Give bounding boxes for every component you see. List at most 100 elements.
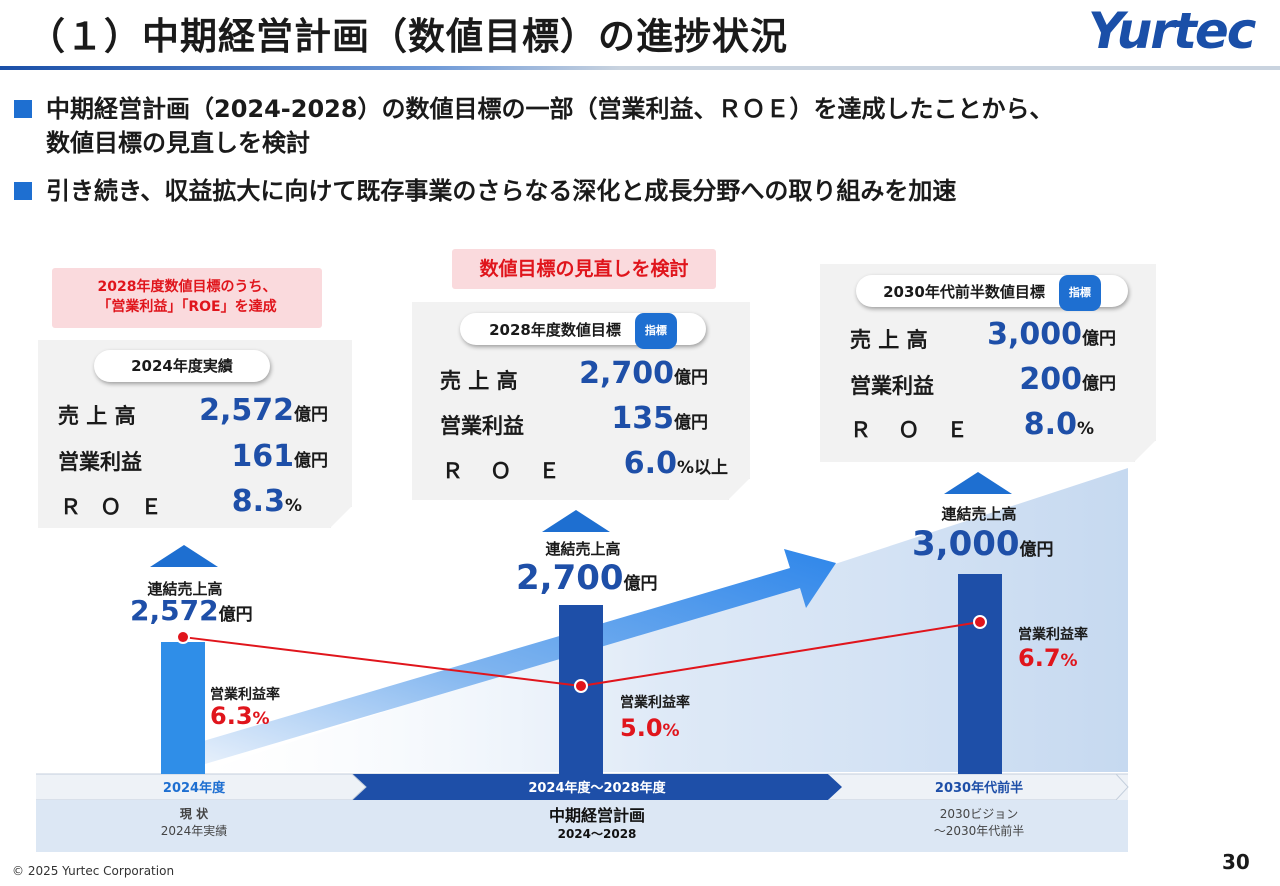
- page-title: （１）中期経営計画（数値目標）の進捗状況: [28, 15, 788, 58]
- sales-bar: [958, 574, 1002, 774]
- card-row-label: 売 上 高: [440, 369, 518, 393]
- sales-value-unit: 億円: [218, 605, 253, 625]
- page-number: 30: [1222, 850, 1250, 874]
- review-callout: 数値目標の見直しを検討: [452, 249, 716, 289]
- achieved-callout: 2028年度数値目標のうち、 「営業利益」「ROE」を達成: [52, 268, 322, 328]
- card-row-value: 200億円: [948, 362, 1116, 397]
- phase-plan: 中期経営計画 2024〜2028: [366, 806, 828, 843]
- copyright: © 2025 Yurtec Corporation: [12, 864, 175, 878]
- bullet-square-icon: [14, 100, 32, 118]
- timeline-segment-plan: 2024年度〜2028年度: [528, 781, 666, 796]
- rate-value-number: 5.0: [620, 714, 663, 742]
- card-row-value: 135億円: [540, 401, 708, 436]
- value-number: 8.0: [1023, 407, 1077, 442]
- value-number: 135: [611, 401, 674, 436]
- phase-sub: 〜2030年代前半: [933, 824, 1025, 838]
- bullet-1-line2: 数値目標の見直しを検討: [46, 129, 310, 157]
- value-number: 2,700: [579, 356, 674, 391]
- rate-value-unit: %: [662, 721, 680, 741]
- card-row-value: 2,700億円: [540, 356, 708, 391]
- sales-value-unit: 億円: [623, 574, 658, 594]
- phase-vision: 2030ビジョン 〜2030年代前半: [842, 806, 1116, 840]
- rate-value-number: 6.7: [1018, 644, 1061, 672]
- growth-arrow: [200, 549, 836, 764]
- value-unit: 億円: [294, 405, 328, 425]
- phase-title: 2030ビジョン: [939, 807, 1019, 821]
- card-title-pill: 2024年度実績: [94, 350, 270, 382]
- card-title: 2028年度数値目標: [489, 321, 621, 339]
- timeline-segment-current: 2024年度: [162, 781, 226, 796]
- card-row-label: 営業利益: [850, 374, 934, 398]
- rate-point: [574, 679, 588, 693]
- rate-point: [176, 630, 190, 645]
- phase-sub: 2024〜2028: [557, 827, 637, 841]
- rate-value: 5.0%: [620, 714, 680, 742]
- sales-bar: [161, 642, 205, 774]
- card-row-value: 3,000億円: [948, 317, 1116, 352]
- achieved-callout-line2: 「営業利益」「ROE」を達成: [97, 299, 277, 315]
- phase-current: 現 状 2024年実績: [36, 806, 352, 840]
- bullet-2-text: 引き続き、収益拡大に向けて既存事業のさらなる深化と成長分野への取り組みを加速: [46, 177, 957, 205]
- up-arrow-icon: [944, 472, 1012, 494]
- card-row-value: 161億円: [160, 439, 328, 474]
- card-row-value: 2,572億円: [160, 393, 328, 428]
- card-row-label: Ｒ Ｏ Ｅ: [60, 495, 168, 519]
- value-unit: 億円: [674, 413, 708, 433]
- phase-title: 中期経営計画: [548, 806, 645, 825]
- rate-value: 6.3%: [210, 702, 270, 730]
- bullet-1: 中期経営計画（2024-2028）の数値目標の一部（営業利益、ＲＯＥ）を達成した…: [14, 92, 1054, 126]
- bullet-2: 引き続き、収益拡大に向けて既存事業のさらなる深化と成長分野への取り組みを加速: [14, 174, 956, 208]
- rate-point: [973, 615, 987, 629]
- value-number: 2,572: [199, 393, 294, 428]
- indicator-tag: 指標: [634, 313, 677, 349]
- sales-value: 3,000億円: [912, 524, 1054, 564]
- value-number: 200: [1019, 362, 1082, 397]
- card-row-label: 営業利益: [58, 450, 142, 474]
- card-title-pill: 2030年代前半数値目標 指標: [856, 275, 1128, 311]
- sales-caption: 連結売上高: [147, 580, 223, 598]
- rate-value: 6.7%: [1018, 644, 1078, 672]
- sales-caption: 連結売上高: [545, 540, 621, 558]
- timeline-segment-vision: 2030年代前半: [934, 781, 1024, 796]
- up-arrow-icon: [542, 510, 610, 532]
- value-unit: 億円: [294, 451, 328, 471]
- value-number: 161: [231, 439, 294, 474]
- value-unit: %: [1076, 419, 1094, 439]
- up-arrow-icon: [150, 545, 218, 567]
- sales-value: 2,700億円: [516, 558, 658, 598]
- card-title: 2024年度実績: [131, 357, 233, 375]
- phase-band: [36, 800, 1128, 852]
- value-unit: 億円: [1082, 374, 1116, 394]
- sales-value-number: 2,700: [516, 558, 624, 598]
- phase-sub: 2024年実績: [160, 824, 228, 838]
- value-unit: 億円: [674, 368, 708, 388]
- rate-value-unit: %: [1060, 651, 1078, 671]
- card-row-value: 8.0%: [948, 407, 1094, 442]
- sales-caption: 連結売上高: [941, 505, 1017, 523]
- card-row-label: 売 上 高: [850, 328, 928, 352]
- value-unit: 億円: [1082, 329, 1116, 349]
- card-row-value: 6.0%以上: [540, 446, 728, 481]
- yurtec-logo: Yurtec: [1088, 2, 1256, 60]
- rate-caption: 営業利益率: [1018, 627, 1088, 643]
- card-row-value: 8.3%: [160, 484, 302, 519]
- sales-value-number: 3,000: [912, 524, 1020, 564]
- rate-value-number: 6.3: [210, 702, 253, 730]
- rate-caption: 営業利益率: [620, 695, 690, 711]
- card-title: 2030年代前半数値目標: [883, 283, 1045, 301]
- rate-value-unit: %: [252, 709, 270, 729]
- card-row-label: 売 上 高: [58, 404, 136, 428]
- rate-caption: 営業利益率: [210, 687, 280, 703]
- header-rule: [0, 66, 1280, 70]
- value-unit: %: [284, 496, 302, 516]
- value-number: 8.3: [231, 484, 285, 519]
- sales-value: 2,572億円: [130, 594, 253, 627]
- phase-title: 現 状: [179, 807, 209, 821]
- sales-value-unit: 億円: [1019, 540, 1054, 560]
- bullet-1-line1: 中期経営計画（2024-2028）の数値目標の一部（営業利益、ＲＯＥ）を達成した…: [46, 95, 1054, 123]
- indicator-tag: 指標: [1058, 275, 1101, 311]
- value-number: 6.0: [623, 446, 677, 481]
- card-title-pill: 2028年度数値目標 指標: [460, 313, 706, 349]
